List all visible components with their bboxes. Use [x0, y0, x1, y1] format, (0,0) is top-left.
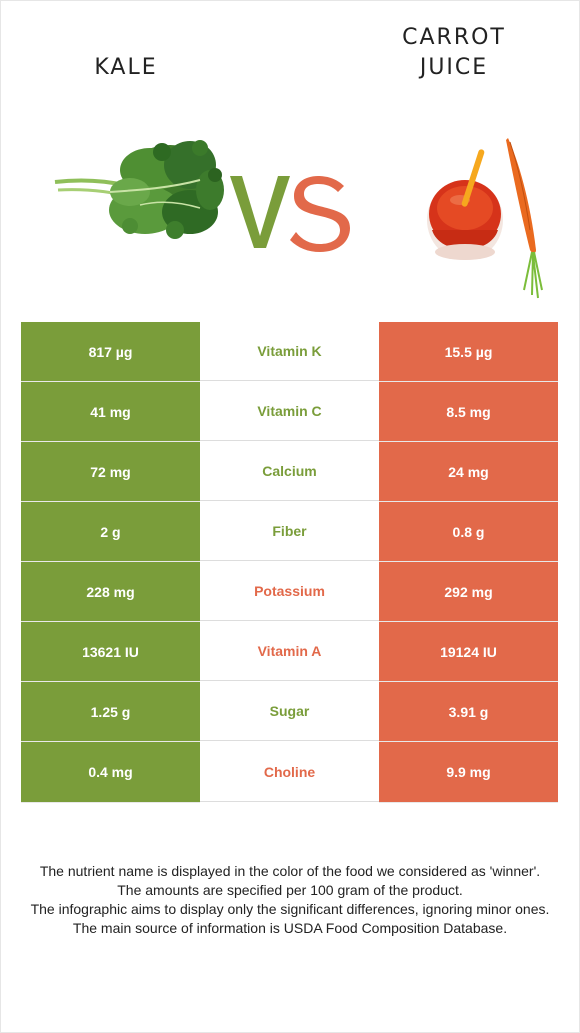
- table-row: 0.4 mg Choline 9.9 mg: [21, 742, 558, 803]
- carrot-juice-value: 9.9 mg: [379, 742, 558, 803]
- table-row: 2 g Fiber 0.8 g: [21, 502, 558, 562]
- footnote-line4: The main source of information is USDA F…: [72, 920, 508, 936]
- table-row: 41 mg Vitamin C 8.5 mg: [21, 382, 558, 442]
- nutrient-name: Vitamin K: [200, 322, 379, 381]
- kale-value: 41 mg: [21, 382, 200, 442]
- kale-value: 228 mg: [21, 562, 200, 622]
- kale-value: 2 g: [21, 502, 200, 562]
- footnote-line3: The infographic aims to display only the…: [30, 901, 550, 917]
- nutrient-name: Vitamin C: [200, 382, 379, 441]
- vs-logo: [230, 176, 350, 252]
- carrot-juice-value: 3.91 g: [379, 682, 558, 742]
- kale-value: 0.4 mg: [21, 742, 200, 803]
- carrot-juice-value: 24 mg: [379, 442, 558, 502]
- vs-v-letter: [230, 176, 290, 248]
- table-row: 228 mg Potassium 292 mg: [21, 562, 558, 622]
- footnote-line1: The nutrient name is displayed in the co…: [39, 863, 541, 879]
- table-row: 13621 IU Vitamin A 19124 IU: [21, 622, 558, 682]
- right-food-title-line1: CARROT: [402, 25, 506, 50]
- carrot-juice-value: 15.5 µg: [379, 322, 558, 382]
- kale-leaf-icon: [54, 140, 224, 239]
- nutrient-name: Potassium: [200, 562, 379, 621]
- vs-s-letter: [290, 176, 350, 252]
- kale-value: 13621 IU: [21, 622, 200, 682]
- kale-value: 72 mg: [21, 442, 200, 502]
- nutrient-name: Choline: [200, 742, 379, 802]
- left-food-title: KALE: [94, 55, 158, 80]
- carrot-juice-value: 0.8 g: [379, 502, 558, 562]
- right-food-title-line2: JUICE: [419, 55, 489, 80]
- nutrient-name: Fiber: [200, 502, 379, 561]
- table-row: 72 mg Calcium 24 mg: [21, 442, 558, 502]
- kale-value: 817 µg: [21, 322, 200, 382]
- carrot-juice-glass-icon: [427, 138, 543, 299]
- nutrient-name: Vitamin A: [200, 622, 379, 681]
- right-food-title: CARROT JUICE: [354, 23, 554, 83]
- table-row: 1.25 g Sugar 3.91 g: [21, 682, 558, 742]
- carrot-juice-value: 8.5 mg: [379, 382, 558, 442]
- nutrient-name: Sugar: [200, 682, 379, 741]
- footnote: The nutrient name is displayed in the co…: [18, 862, 562, 938]
- carrot-juice-value: 292 mg: [379, 562, 558, 622]
- footnote-line2: The amounts are specified per 100 gram o…: [117, 882, 463, 898]
- kale-value: 1.25 g: [21, 682, 200, 742]
- carrot-juice-value: 19124 IU: [379, 622, 558, 682]
- nutrient-comparison-table: 817 µg Vitamin K 15.5 µg 41 mg Vitamin C 8.5 …: [21, 322, 558, 803]
- nutrient-name: Calcium: [200, 442, 379, 501]
- table-row: 817 µg Vitamin K 15.5 µg: [21, 322, 558, 382]
